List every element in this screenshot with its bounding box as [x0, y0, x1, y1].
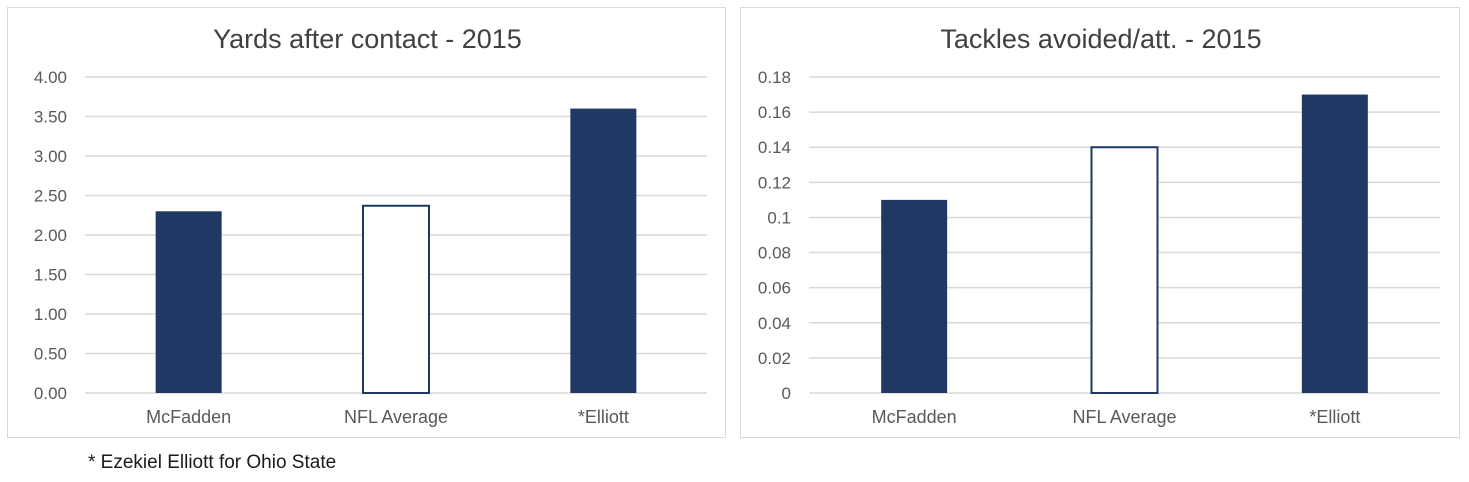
y-tick-label: 0.04: [758, 314, 791, 333]
x-category-label: McFadden: [146, 407, 231, 427]
bar-nfl-average: [1090, 146, 1159, 394]
y-tick-label: 0.08: [758, 244, 791, 263]
chart-title: Yards after contact - 2015: [213, 24, 522, 54]
y-tick-label: 0.14: [758, 138, 791, 157]
y-tick-label: 0: [782, 384, 791, 403]
chart-panel-tackles-avoided: Tackles avoided/att. - 2015 0 0.02 0.04 0.06…: [740, 7, 1460, 438]
bar-elliott: [570, 108, 637, 393]
x-category-label: *Elliott: [578, 407, 629, 427]
y-tick-label: 0.06: [758, 279, 791, 298]
x-category-label: McFadden: [872, 407, 957, 427]
chart-panel-yards-after-contact: Yards after contact - 2015 0.00 0.50 1.00 1.…: [7, 7, 726, 438]
y-tick-label: 1.00: [34, 305, 67, 324]
y-tick-label: 0.1: [767, 208, 791, 227]
y-tick-label: 0.18: [758, 68, 791, 87]
y-tick-label: 4.00: [34, 68, 67, 87]
bar-nfl-average: [362, 204, 430, 394]
y-tick-label: 3.50: [34, 108, 67, 127]
x-category-label: NFL Average: [344, 407, 448, 427]
chart-title: Tackles avoided/att. - 2015: [940, 24, 1261, 54]
y-tick-label: 3.00: [34, 147, 67, 166]
bar-mcfadden: [155, 211, 222, 393]
y-tick-label: 0.50: [34, 345, 67, 364]
x-category-label: *Elliott: [1309, 407, 1360, 427]
y-tick-label: 0.16: [758, 103, 791, 122]
y-tick-label: 0.02: [758, 349, 791, 368]
y-tick-label: 1.50: [34, 266, 67, 285]
x-category-label: NFL Average: [1072, 407, 1176, 427]
footnote: * Ezekiel Elliott for Ohio State: [88, 452, 337, 473]
y-tick-label: 2.00: [34, 226, 67, 245]
y-tick-label: 2.50: [34, 187, 67, 206]
chart-tackles-avoided: Tackles avoided/att. - 2015 0 0.02 0.04 0.06…: [758, 24, 1440, 427]
bar-elliott: [1301, 94, 1368, 394]
bar-mcfadden: [881, 199, 948, 393]
y-tick-label: 0.12: [758, 173, 791, 192]
chart-yards-after-contact: Yards after contact - 2015 0.00 0.50 1.00 1.…: [34, 24, 707, 427]
y-tick-label: 0.00: [34, 384, 67, 403]
